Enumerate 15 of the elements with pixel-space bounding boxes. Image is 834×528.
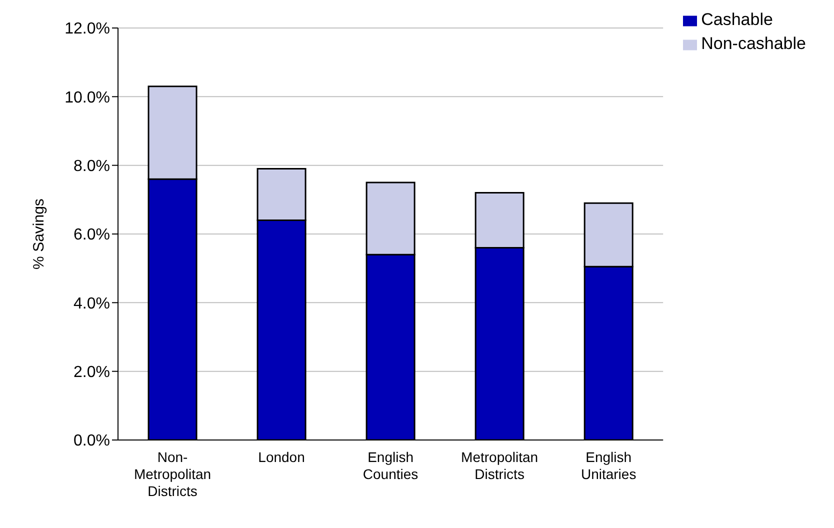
- x-tick-label: Non-Metropolitan Districts: [134, 449, 212, 499]
- y-tick-label: 6.0%: [74, 226, 110, 244]
- x-tick-label: English Counties: [362, 449, 418, 482]
- x-tick-label: London: [258, 449, 305, 465]
- legend-label: Cashable: [701, 10, 773, 29]
- x-tick-label: Metropolitan Districts: [461, 449, 538, 482]
- y-tick-label: 10.0%: [64, 89, 110, 106]
- y-axis-title: % Savings: [30, 198, 48, 270]
- y-tick-label: 4.0%: [74, 295, 110, 312]
- y-tick-label: 12.0%: [64, 20, 110, 38]
- legend-label: Non-cashable: [701, 34, 806, 53]
- x-tick-label: English Unitaries: [580, 449, 636, 482]
- y-tick-label: 0.0%: [74, 432, 110, 450]
- y-tick-label: 8.0%: [74, 158, 110, 176]
- y-tick-label: 2.0%: [74, 364, 110, 382]
